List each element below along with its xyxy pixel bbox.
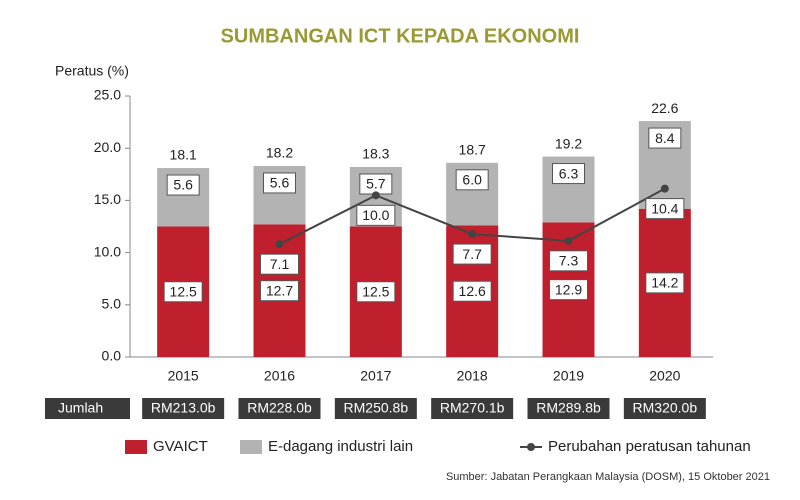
summary-value: RM250.8b [344,400,409,416]
line-point [660,184,669,193]
y-tick-label: 0.0 [102,348,122,364]
total-label: 18.3 [362,146,389,162]
line-value-label-box [452,243,492,265]
bar-value-label-box [166,174,200,196]
x-tick-label: 2016 [264,368,295,384]
bar-value-label-box [163,281,203,303]
line-value-label: 7.3 [559,253,579,269]
bar-value-label-box [263,172,296,194]
bar-value-label: 6.0 [462,172,482,188]
y-tick-label: 15.0 [94,191,121,207]
bar-value-label-box [549,279,588,301]
total-label: 19.2 [555,135,582,151]
line-value-label-box [260,253,299,275]
summary-value: RM270.1b [440,400,505,416]
bar-value-label: 12.5 [362,283,389,299]
y-tick-label: 25.0 [94,87,121,103]
bar-value-label: 5.6 [173,177,193,193]
summary-label: Jumlah [58,400,103,416]
y-axis-label: Peratus (%) [55,63,129,79]
legend-swatch [240,440,262,454]
x-tick-label: 2017 [360,368,391,384]
line-value-label-box [356,204,396,226]
bar-value-label: 12.9 [555,281,582,297]
y-tick-label: 10.0 [94,243,121,259]
bar-value-label-box [648,127,682,149]
line-point [564,236,573,245]
bar-value-label-box [645,272,685,294]
bar-value-label: 12.6 [459,283,486,299]
x-tick-label: 2015 [168,368,199,384]
legend-swatch [125,440,147,454]
line-value-label-box [645,198,685,220]
bar-value-label: 5.7 [366,176,386,192]
y-tick-label: 20.0 [94,139,121,155]
line-point [371,191,380,200]
line-point [468,230,477,239]
bar-value-label: 14.2 [651,275,678,291]
line-value-label: 7.7 [462,246,482,262]
summary-value: RM320.0b [633,400,698,416]
total-label: 18.2 [266,145,293,161]
chart-title: SUMBANGAN ICT KEPADA EKONOMI [221,25,580,47]
summary-value: RM228.0b [247,400,312,416]
summary-label-box [45,398,130,419]
bar-value-label: 6.3 [559,165,579,181]
bar-value-label: 12.7 [266,282,293,298]
summary-box [431,398,514,419]
y-tick-label: 5.0 [102,296,122,312]
x-tick-label: 2018 [457,368,488,384]
total-label: 18.7 [459,142,486,158]
bar-value-label-box [260,280,299,302]
summary-value: RM289.8b [536,400,601,416]
bar-value-label: 12.5 [170,283,197,299]
line-value-label: 10.4 [651,200,678,216]
legend-label: Perubahan peratusan tahunan [548,438,751,455]
bar-value-label-box [356,281,396,303]
legend-label: E-dagang industri lain [268,438,413,455]
bar-value-label-box [455,169,489,191]
summary-box [142,398,225,419]
bar-value-label: 5.6 [270,175,290,191]
line-value-label: 10.0 [362,207,389,223]
x-tick-label: 2020 [649,368,680,384]
summary-box [238,398,321,419]
source: Sumber: Jabatan Perangkaan Malaysia (DOS… [446,471,770,483]
summary-box [623,398,706,419]
bar-value-label-box [452,280,492,302]
line-point [275,240,284,249]
line-value-label-box [549,250,588,272]
legend-marker [527,443,535,451]
summary-value: RM213.0b [151,400,216,416]
total-label: 18.1 [170,147,197,163]
bar-value-label-box [552,163,585,185]
line-value-label: 7.1 [270,256,290,272]
summary-box [527,398,610,419]
x-tick-label: 2019 [553,368,584,384]
legend-label: GVAICT [153,438,208,455]
total-label: 22.6 [651,100,678,116]
bar-value-label: 8.4 [655,130,675,146]
summary-box [334,398,417,419]
